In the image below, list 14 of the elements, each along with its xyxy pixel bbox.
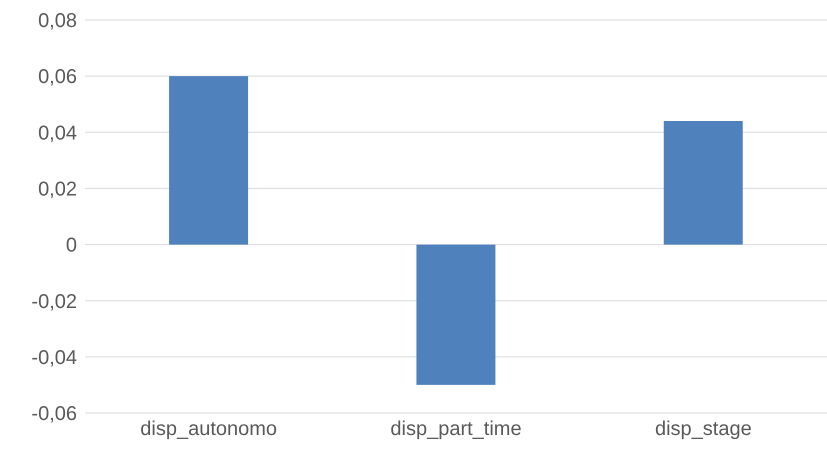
- y-tick-label: -0,02: [31, 290, 77, 313]
- y-tick-label: 0,06: [38, 66, 77, 88]
- bar: [169, 76, 248, 245]
- y-tick-label: 0,08: [38, 10, 77, 32]
- y-tick-label: 0,02: [38, 178, 77, 201]
- y-tick-label: -0,06: [31, 403, 77, 426]
- bar: [416, 244, 496, 385]
- y-tick-label: -0,04: [31, 346, 77, 369]
- bar: [664, 121, 743, 245]
- y-tick-label: 0,04: [38, 122, 77, 144]
- x-tick-label: disp_stage: [654, 418, 752, 440]
- x-tick-label: disp_part_time: [390, 418, 522, 440]
- x-tick-label: disp_autonomo: [140, 418, 278, 440]
- y-tick-label: 0: [66, 234, 77, 257]
